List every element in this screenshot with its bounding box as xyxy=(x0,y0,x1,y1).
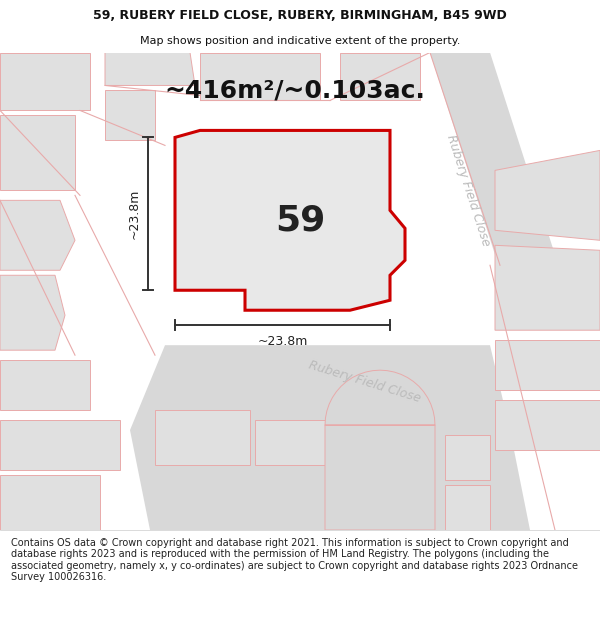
Polygon shape xyxy=(495,400,600,450)
Polygon shape xyxy=(445,435,490,480)
Polygon shape xyxy=(325,370,435,530)
Polygon shape xyxy=(340,52,420,101)
Polygon shape xyxy=(0,52,90,111)
Text: Rubery Field Close: Rubery Field Close xyxy=(307,359,422,406)
Text: 59, RUBERY FIELD CLOSE, RUBERY, BIRMINGHAM, B45 9WD: 59, RUBERY FIELD CLOSE, RUBERY, BIRMINGH… xyxy=(93,9,507,22)
Text: ~416m²/~0.103ac.: ~416m²/~0.103ac. xyxy=(164,79,425,102)
Polygon shape xyxy=(105,91,155,141)
Polygon shape xyxy=(495,340,600,390)
Polygon shape xyxy=(430,52,560,270)
Polygon shape xyxy=(495,151,600,240)
Text: Rubery Field Close: Rubery Field Close xyxy=(444,133,492,248)
Polygon shape xyxy=(0,475,100,530)
Polygon shape xyxy=(0,116,75,191)
Polygon shape xyxy=(130,345,530,530)
Polygon shape xyxy=(175,131,405,310)
Text: 59: 59 xyxy=(275,203,325,238)
Text: ~23.8m: ~23.8m xyxy=(128,189,140,239)
Polygon shape xyxy=(0,275,65,350)
Polygon shape xyxy=(0,201,75,270)
Polygon shape xyxy=(495,245,600,330)
Polygon shape xyxy=(155,410,250,465)
Polygon shape xyxy=(0,360,90,410)
Text: Contains OS data © Crown copyright and database right 2021. This information is : Contains OS data © Crown copyright and d… xyxy=(11,538,578,582)
Polygon shape xyxy=(200,52,320,101)
Polygon shape xyxy=(445,485,490,530)
Polygon shape xyxy=(105,52,195,86)
Text: Map shows position and indicative extent of the property.: Map shows position and indicative extent… xyxy=(140,36,460,46)
Polygon shape xyxy=(345,425,425,470)
Text: ~23.8m: ~23.8m xyxy=(257,335,308,348)
Polygon shape xyxy=(255,420,340,465)
Polygon shape xyxy=(0,420,120,470)
